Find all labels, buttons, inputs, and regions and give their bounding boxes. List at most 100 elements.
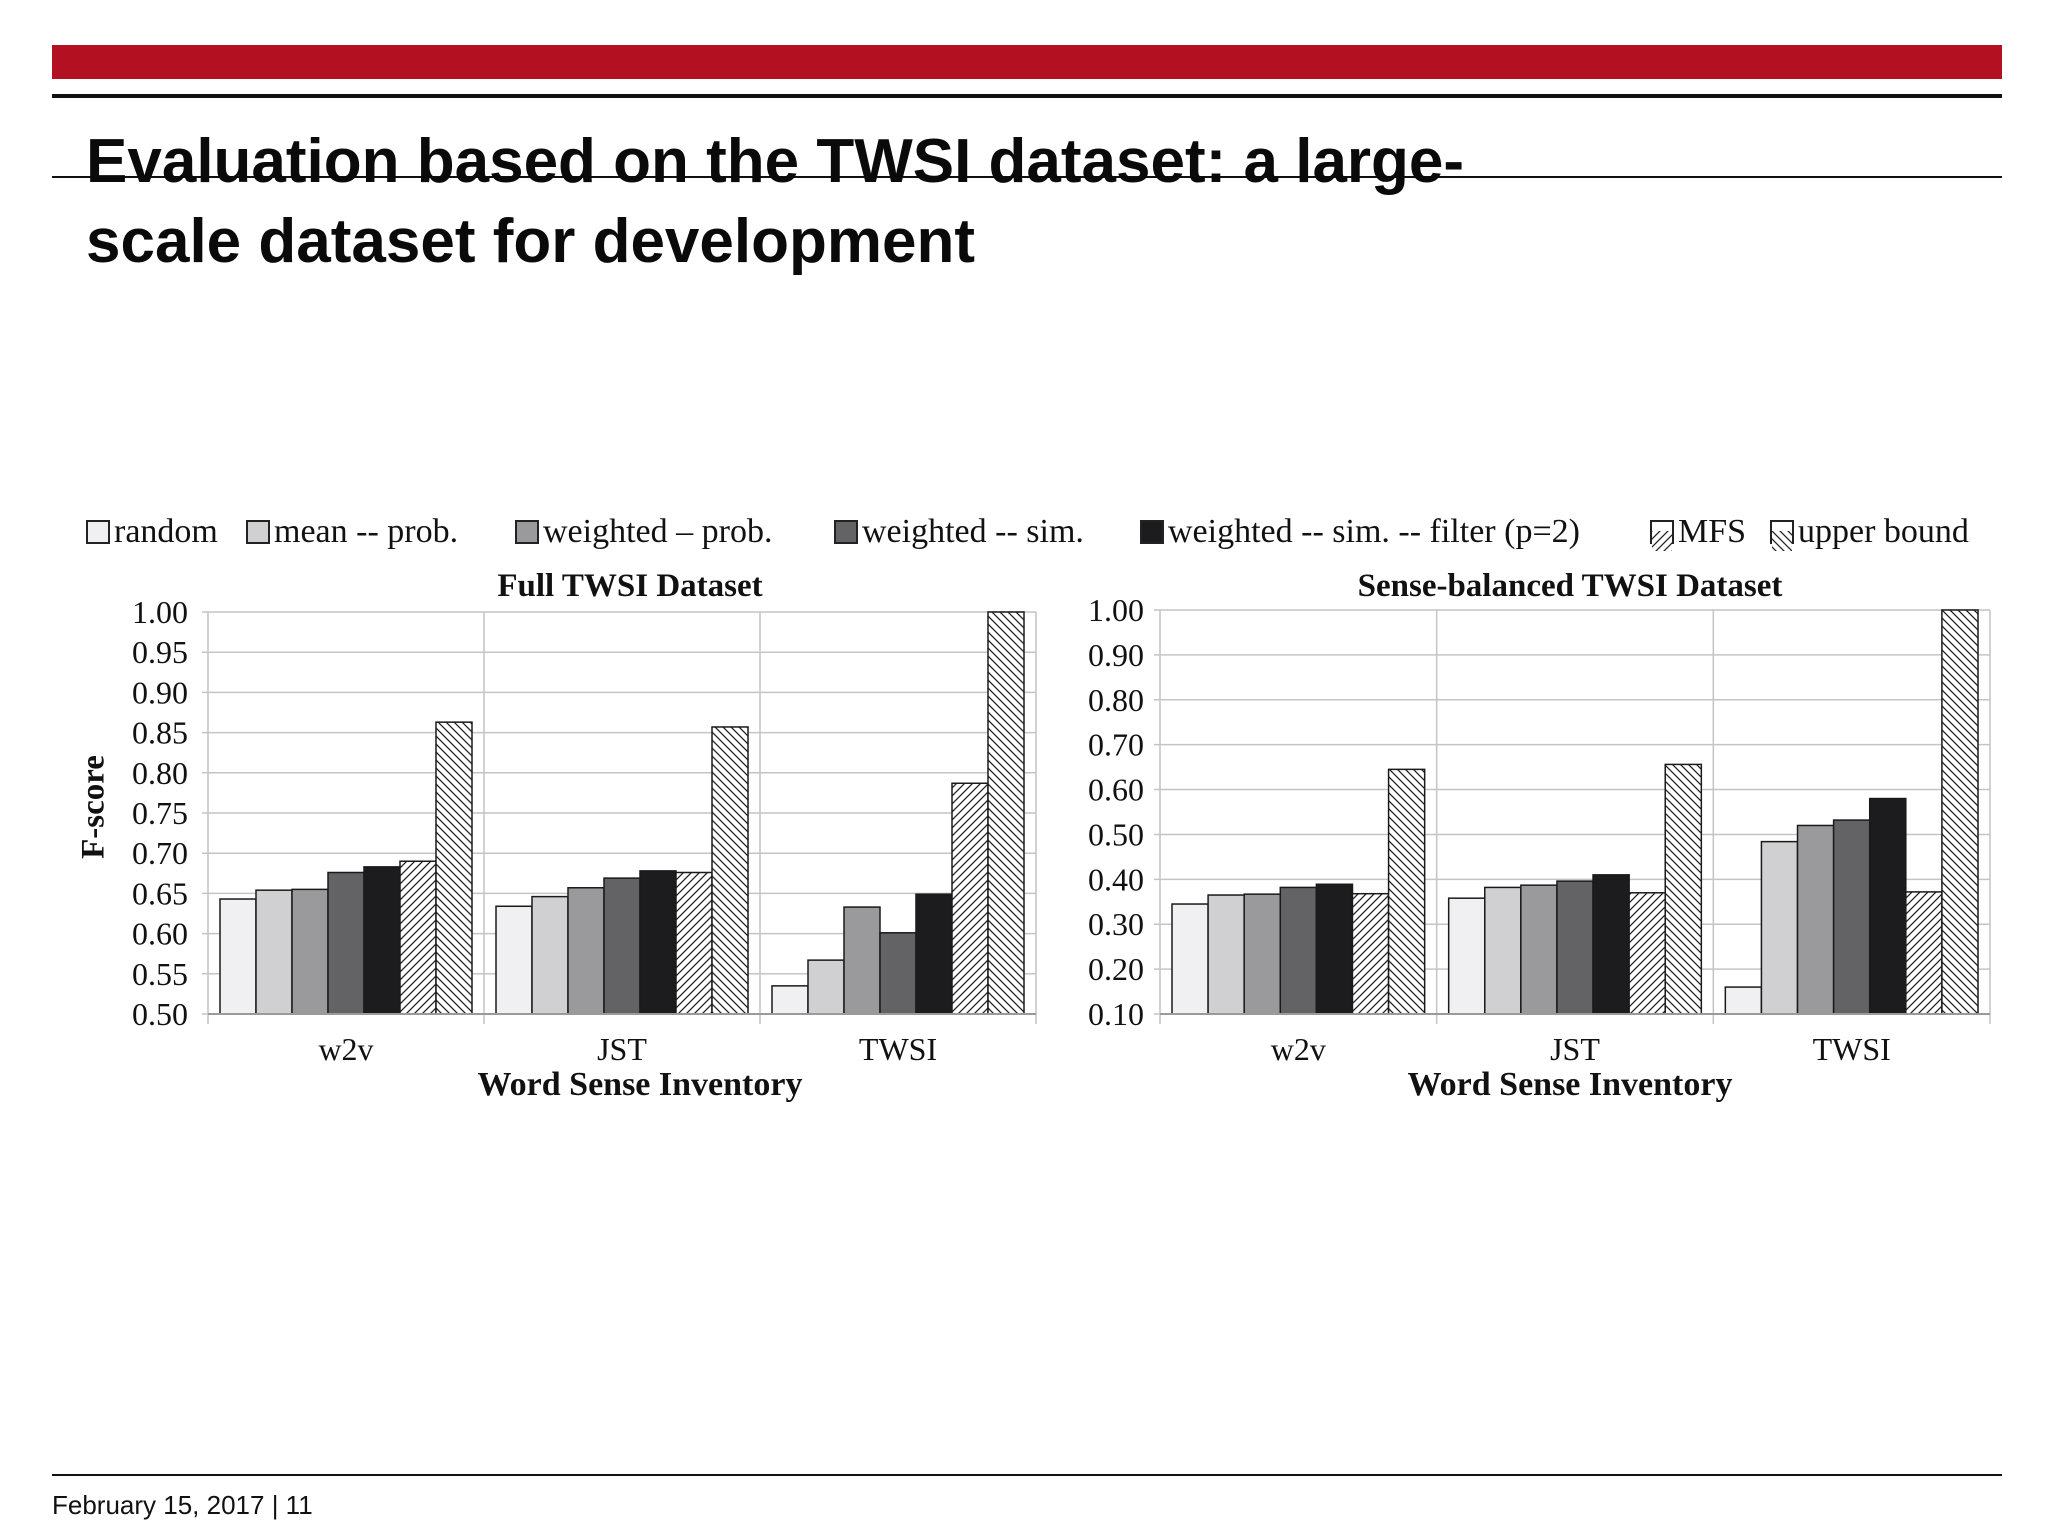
bar-jst-mfs xyxy=(1628,892,1666,1015)
bar-jst-weighted-prob xyxy=(1520,884,1558,1015)
bar-twsi-random xyxy=(1724,986,1763,1015)
y-tick-label: 0.90 xyxy=(132,674,188,710)
bar-jst-upper-bound xyxy=(711,726,749,1015)
bar-w2v-mfs xyxy=(1351,892,1390,1015)
bar-w2v-weighted-sim-filter-p-2 xyxy=(363,866,401,1015)
footer-rule xyxy=(52,1474,2002,1476)
bar-jst-random xyxy=(1447,897,1486,1015)
chart-svg: 1.00 0.90 0.80 0.70 0.60 0.50 0.40 0.30 0.20 0.10… xyxy=(1088,592,1991,1067)
title-underline-rule xyxy=(52,176,2002,178)
x-tick-label: w2v xyxy=(318,1031,373,1067)
chart-legend: random mean -- prob. weighted – prob. weigh… xyxy=(86,512,2006,552)
slide-title-line-2: scale dataset for development xyxy=(86,207,975,276)
legend-item-upper-bound: upper bound xyxy=(1770,512,1969,552)
chart-full-twsi: 1.00 0.95 0.90 0.85 0.80 0.75 0.70 0.65 0.60 0.55… xyxy=(60,560,1070,1120)
legend-label: upper bound xyxy=(1798,513,1969,550)
y-tick-label: 0.75 xyxy=(132,795,188,831)
legend-label: weighted -- sim. -- filter (p=2) xyxy=(1168,513,1580,550)
y-tick-label: 0.85 xyxy=(132,715,188,751)
x-axis-title: Word Sense Inventory xyxy=(1407,1066,1733,1103)
bar-w2v-weighted-prob xyxy=(1243,893,1282,1015)
legend-item-mfs: MFS xyxy=(1650,512,1746,552)
y-tick-label: 0.10 xyxy=(1088,996,1144,1032)
chart-title: Sense-balanced TWSI Dataset xyxy=(1357,568,1783,604)
y-tick-label: 0.60 xyxy=(1088,772,1144,808)
y-axis-title: F-score xyxy=(75,755,112,859)
footer-date-page: February 15, 2017 | 11 xyxy=(52,1490,313,1520)
legend-swatch xyxy=(1140,520,1164,544)
bar-jst-random xyxy=(495,905,533,1015)
bar-w2v-weighted-prob xyxy=(291,888,329,1015)
bar-w2v-mean-prob xyxy=(1207,894,1245,1015)
bar-twsi-weighted-sim-filter-p-2 xyxy=(915,893,953,1015)
x-tick-label: w2v xyxy=(1271,1031,1326,1067)
y-tick-label: 0.50 xyxy=(1088,816,1144,852)
y-tick-label: 0.80 xyxy=(1088,682,1144,718)
y-tick-label: 0.70 xyxy=(132,835,188,871)
x-tick-label: TWSI xyxy=(859,1031,937,1067)
bar-jst-weighted-sim xyxy=(1556,880,1594,1015)
legend-label: MFS xyxy=(1678,513,1747,550)
slide-title: Evaluation based on the TWSI dataset: a … xyxy=(86,122,1686,282)
bar-twsi-mfs xyxy=(951,782,989,1015)
x-tick-label: TWSI xyxy=(1813,1031,1891,1067)
y-tick-label: 1.00 xyxy=(1088,592,1144,628)
legend-label: random xyxy=(114,513,218,550)
bar-twsi-mean-prob xyxy=(807,959,845,1015)
legend-label: weighted -- sim. xyxy=(862,513,1084,550)
legend-item-weighted-sim: weighted -- sim. xyxy=(834,512,1084,552)
bar-jst-weighted-sim-filter-p-2 xyxy=(639,870,677,1015)
bar-twsi-weighted-sim xyxy=(1832,819,1871,1015)
legend-item-mean-prob: mean -- prob. xyxy=(246,512,458,552)
y-tick-label: 1.00 xyxy=(132,594,188,630)
legend-item-weighted-prob: weighted – prob. xyxy=(515,512,772,552)
bar-twsi-weighted-sim-filter-p-2 xyxy=(1868,797,1907,1015)
legend-swatch xyxy=(834,520,858,544)
bar-jst-upper-bound xyxy=(1664,763,1703,1015)
y-tick-label: 0.20 xyxy=(1088,951,1144,987)
y-tick-label: 0.40 xyxy=(1088,861,1144,897)
y-tick-label: 0.55 xyxy=(132,956,188,992)
bar-twsi-upper-bound xyxy=(1941,609,1979,1015)
bar-w2v-upper-bound xyxy=(435,721,473,1015)
bar-jst-mean-prob xyxy=(1484,886,1522,1015)
bar-w2v-random xyxy=(219,898,257,1015)
y-tick-label: 0.60 xyxy=(132,916,188,952)
y-tick-label: 0.80 xyxy=(132,755,188,791)
bar-twsi-mfs xyxy=(1905,891,1943,1015)
slide-title-line-1: Evaluation based on the TWSI dataset: a … xyxy=(86,127,1465,196)
bar-jst-weighted-prob xyxy=(567,887,605,1015)
bar-twsi-mean-prob xyxy=(1760,840,1799,1015)
bar-jst-weighted-sim xyxy=(603,877,641,1015)
bar-twsi-weighted-sim xyxy=(879,932,917,1015)
legend-swatch xyxy=(515,520,539,544)
legend-swatch xyxy=(86,520,110,544)
legend-label: mean -- prob. xyxy=(274,513,459,550)
bar-w2v-weighted-sim-filter-p-2 xyxy=(1315,883,1354,1015)
chart-title: Full TWSI Dataset xyxy=(497,568,763,604)
bar-jst-mean-prob xyxy=(531,895,569,1015)
bar-w2v-weighted-sim xyxy=(327,871,365,1015)
header-rule xyxy=(52,94,2002,98)
bar-w2v-random xyxy=(1171,903,1209,1015)
y-tick-label: 0.90 xyxy=(1088,637,1144,673)
legend-item-weighted-sim-filter-p-2: weighted -- sim. -- filter (p=2) xyxy=(1140,512,1580,552)
bar-w2v-weighted-sim xyxy=(1279,886,1318,1015)
chart-svg: 1.00 0.95 0.90 0.85 0.80 0.75 0.70 0.65 0.60 0.55… xyxy=(132,594,1037,1067)
chart-sense-balanced-twsi: 1.00 0.90 0.80 0.70 0.60 0.50 0.40 0.30 0.20 0.10… xyxy=(1060,560,2048,1120)
y-tick-label: 0.50 xyxy=(132,996,188,1032)
bar-w2v-upper-bound xyxy=(1387,768,1426,1015)
bar-w2v-mfs xyxy=(399,860,437,1015)
y-tick-label: 0.65 xyxy=(132,875,188,911)
legend-swatch xyxy=(246,520,270,544)
bar-twsi-random xyxy=(771,985,809,1015)
legend-label: weighted – prob. xyxy=(543,513,773,550)
x-tick-label: JST xyxy=(1550,1031,1600,1067)
bar-twsi-weighted-prob xyxy=(1796,824,1835,1015)
y-tick-label: 0.30 xyxy=(1088,906,1144,942)
x-axis-title: Word Sense Inventory xyxy=(477,1066,803,1103)
bar-twsi-weighted-prob xyxy=(843,906,881,1015)
bar-w2v-mean-prob xyxy=(255,889,293,1015)
legend-item-random: random xyxy=(86,512,218,552)
bar-jst-weighted-sim-filter-p-2 xyxy=(1592,874,1630,1015)
